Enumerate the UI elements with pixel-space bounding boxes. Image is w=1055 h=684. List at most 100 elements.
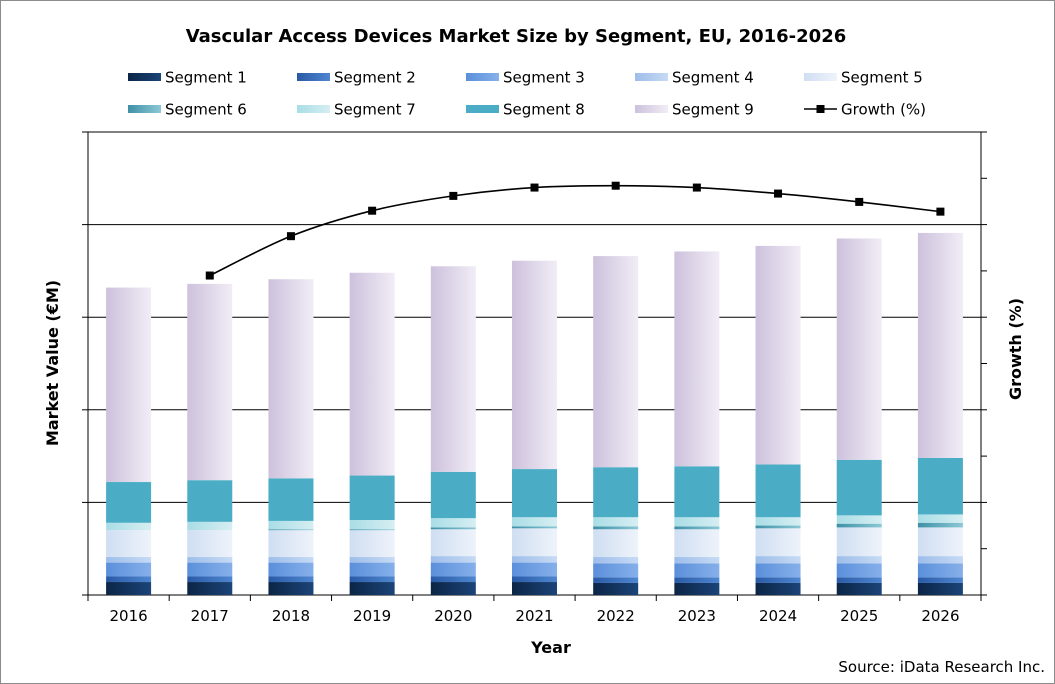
bar-segment-6-2026 bbox=[917, 522, 963, 528]
bar-segment-9-2016 bbox=[106, 287, 152, 483]
bar-segment-6-2019 bbox=[349, 529, 395, 531]
bar-segment-9-2018 bbox=[268, 279, 314, 479]
bar-segment-8-2025 bbox=[836, 459, 882, 516]
bar-segment-9-2019 bbox=[349, 272, 395, 476]
y2-axis-title: Growth (%) bbox=[1006, 298, 1025, 400]
legend-label: Segment 6 bbox=[165, 101, 247, 119]
bar-segment-4-2022 bbox=[593, 557, 639, 564]
bar-segment-7-2018 bbox=[268, 520, 314, 530]
growth-marker-2017 bbox=[205, 271, 214, 280]
bar-segment-1-2021 bbox=[512, 582, 557, 595]
bar-segment-4-2026 bbox=[917, 556, 963, 564]
bar-segment-7-2023 bbox=[674, 517, 720, 527]
legend-swatch bbox=[297, 73, 330, 81]
source-note: Source: iData Research Inc. bbox=[838, 658, 1045, 676]
legend: Segment 1 Segment 2 Segment 3 Segment 4 Segm… bbox=[128, 69, 926, 119]
bar-segment-2-2022 bbox=[593, 577, 639, 583]
bar-segment-4-2017 bbox=[187, 557, 233, 563]
bar-segment-7-2019 bbox=[349, 519, 395, 530]
legend-label: Segment 2 bbox=[334, 69, 416, 87]
bar-segment-9-2024 bbox=[755, 245, 801, 465]
bar-segment-6-2022 bbox=[593, 526, 639, 530]
legend-swatch bbox=[466, 73, 499, 81]
bar-segment-8-2019 bbox=[349, 475, 395, 520]
bar-segment-7-2017 bbox=[187, 521, 233, 531]
bar-segment-2-2020 bbox=[430, 576, 476, 583]
bar-segment-4-2020 bbox=[430, 556, 476, 563]
legend-label: Segment 5 bbox=[841, 69, 923, 87]
x-tick-label: 2016 bbox=[109, 607, 147, 625]
legend-label: Growth (%) bbox=[841, 101, 926, 119]
bar-segment-1-2018 bbox=[268, 582, 314, 595]
legend-label: Segment 1 bbox=[165, 69, 247, 87]
bar-segment-6-2024 bbox=[755, 525, 801, 529]
legend-item-2: Segment 2 bbox=[297, 69, 416, 87]
legend-label: Segment 8 bbox=[503, 101, 585, 119]
bar-segment-5-2018 bbox=[268, 530, 314, 558]
bar-segment-6-2020 bbox=[430, 527, 476, 530]
bar-segment-1-2023 bbox=[674, 582, 720, 595]
legend-swatch bbox=[635, 73, 668, 81]
bar-segment-8-2018 bbox=[268, 478, 314, 521]
chart-title: Vascular Access Devices Market Size by S… bbox=[186, 26, 847, 47]
bar-segment-3-2019 bbox=[349, 562, 395, 577]
legend-item-8: Segment 8 bbox=[466, 101, 585, 119]
bar-segment-9-2017 bbox=[187, 283, 233, 481]
bar-segment-3-2017 bbox=[187, 562, 233, 577]
bar-segment-1-2024 bbox=[755, 582, 801, 595]
bar-segment-3-2020 bbox=[430, 562, 476, 577]
bar-segment-6-2018 bbox=[268, 529, 314, 531]
bar-segment-8-2017 bbox=[187, 480, 233, 522]
legend-item-5: Segment 5 bbox=[804, 69, 923, 87]
bar-segment-1-2017 bbox=[187, 582, 233, 595]
bar-segment-5-2020 bbox=[430, 529, 476, 557]
legend-marker bbox=[816, 105, 825, 113]
growth-marker-2025 bbox=[855, 197, 864, 206]
legend-label: Segment 4 bbox=[672, 69, 754, 87]
bar-segment-5-2017 bbox=[187, 530, 233, 558]
bar-segment-5-2021 bbox=[512, 528, 557, 557]
bar-segment-9-2026 bbox=[917, 232, 963, 458]
bar-segment-4-2024 bbox=[755, 556, 801, 564]
bar-segment-3-2026 bbox=[917, 563, 963, 578]
bar-segment-7-2021 bbox=[512, 517, 557, 527]
bar-segment-4-2025 bbox=[836, 556, 882, 564]
legend-item-6: Segment 6 bbox=[128, 101, 247, 119]
growth-marker-2020 bbox=[449, 191, 458, 200]
bar-segment-8-2026 bbox=[917, 457, 963, 515]
legend-item-9: Segment 9 bbox=[635, 101, 754, 119]
bar-segment-2-2017 bbox=[187, 576, 233, 583]
growth-marker-2019 bbox=[368, 206, 377, 215]
bar-segment-1-2026 bbox=[917, 582, 963, 595]
legend-swatch bbox=[128, 73, 161, 81]
legend-item-7: Segment 7 bbox=[297, 101, 416, 119]
growth-marker-2026 bbox=[936, 207, 945, 216]
x-tick-label: 2024 bbox=[759, 607, 797, 625]
bar-segment-2-2023 bbox=[674, 577, 720, 583]
bar-segment-9-2022 bbox=[593, 256, 639, 468]
bar-segment-8-2024 bbox=[755, 464, 801, 518]
bar-segment-2-2025 bbox=[836, 577, 882, 583]
bar-segment-5-2024 bbox=[755, 528, 801, 557]
bar-segment-7-2025 bbox=[836, 515, 882, 524]
bar-segment-4-2021 bbox=[512, 556, 557, 563]
legend-label: Segment 3 bbox=[503, 69, 585, 87]
bar-segment-1-2019 bbox=[349, 582, 395, 595]
bar-segment-8-2022 bbox=[593, 467, 639, 518]
bar-segment-3-2023 bbox=[674, 563, 720, 578]
bar-segment-5-2019 bbox=[349, 530, 395, 558]
bar-segment-3-2022 bbox=[593, 563, 639, 578]
bar-segment-3-2018 bbox=[268, 562, 314, 577]
bar-segment-1-2020 bbox=[430, 582, 476, 595]
bar-segment-7-2026 bbox=[917, 514, 963, 523]
bar-segment-3-2021 bbox=[512, 562, 557, 577]
x-tick-label: 2021 bbox=[515, 607, 553, 625]
bar-segment-4-2019 bbox=[349, 557, 395, 563]
legend-label: Segment 7 bbox=[334, 101, 416, 119]
x-tick-label: 2022 bbox=[597, 607, 635, 625]
bar-segment-2-2016 bbox=[106, 576, 152, 583]
bar-segment-9-2021 bbox=[512, 260, 557, 470]
bar-segment-2-2019 bbox=[349, 576, 395, 583]
bar-segment-2-2021 bbox=[512, 576, 557, 583]
